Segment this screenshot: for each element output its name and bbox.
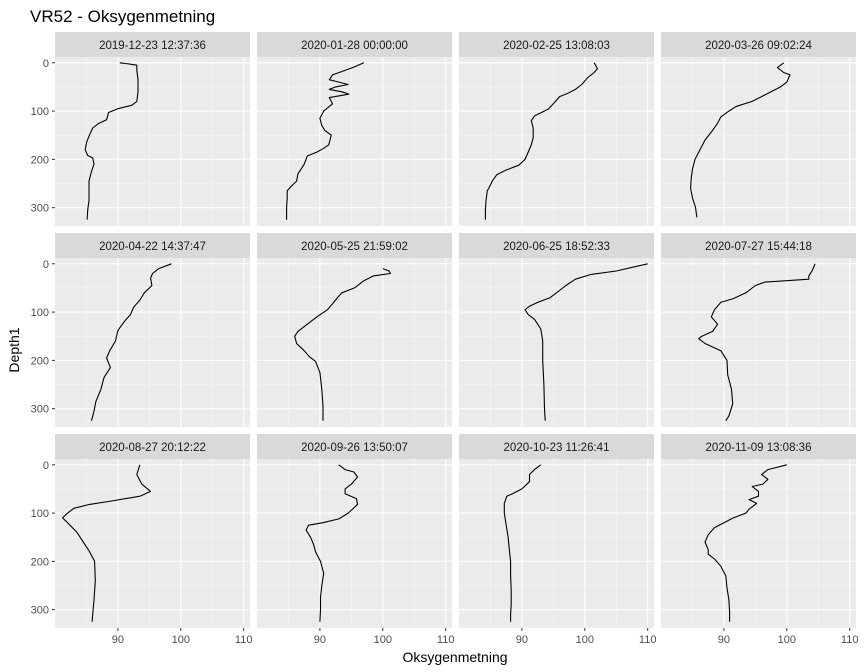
facet-strip-label: 2020-05-25 21:59:02: [301, 241, 408, 253]
panel-background: [459, 258, 654, 427]
facet-strip: [661, 32, 856, 57]
facet-strip-label: 2020-01-28 00:00:00: [301, 40, 408, 52]
facet-panel: 2020-07-27 15:44:18: [661, 233, 856, 427]
y-tick-label: 200: [31, 154, 49, 166]
facet-panel: 2020-11-09 13:08:36 90 100 110: [661, 434, 858, 646]
y-tick-label: 300: [31, 404, 49, 416]
x-tick-label: 100: [374, 634, 392, 646]
profile-line: [503, 464, 542, 622]
profile-line: [524, 263, 648, 421]
x-tick-label: 110: [639, 634, 657, 646]
x-tick-label: 90: [314, 634, 326, 646]
facet-strip: [55, 434, 250, 459]
profile-line: [305, 464, 359, 622]
facet-panel: 2020-09-26 13:50:07 90 100 110: [257, 434, 454, 646]
facet-strip: [55, 32, 250, 57]
y-tick-label: 300: [31, 203, 49, 215]
panel-background: [257, 459, 452, 628]
panel-background: [661, 459, 856, 628]
panel-background: [459, 459, 654, 628]
x-tick-label: 110: [841, 634, 859, 646]
facet-strip: [55, 233, 250, 258]
facet-strip-label: 2020-10-23 11:26:41: [504, 442, 610, 454]
y-tick-label: 200: [31, 355, 49, 367]
facet-strip-label: 2020-03-26 09:02:24: [705, 40, 812, 52]
panel-background: [661, 57, 856, 226]
profile-line: [704, 464, 787, 622]
x-tick-label: 90: [718, 634, 730, 646]
panel-background: [55, 459, 250, 628]
facet-strip: [459, 434, 654, 459]
y-tick-label: 0: [43, 58, 49, 70]
x-axis-title: Oksygenmetning: [402, 649, 507, 665]
panels: 2019-12-23 12:37:36 0 100 200 300 2020-01-28 …: [31, 32, 858, 646]
facet-strip-label: 2020-09-26 13:50:07: [301, 442, 408, 454]
panel-background: [55, 258, 250, 427]
panel-background: [257, 258, 452, 427]
facet-panel: 2020-03-26 09:02:24: [661, 32, 856, 226]
profile-line: [698, 263, 816, 421]
y-tick-label: 0: [43, 460, 49, 472]
panel-background: [257, 57, 452, 226]
facet-strip-label: 2019-12-23 12:37:36: [99, 40, 206, 52]
facet-strip-label: 2020-02-25 13:08:03: [503, 40, 610, 52]
facet-strip: [459, 32, 654, 57]
facet-panel: 2020-10-23 11:26:41 90 100 110: [459, 434, 656, 646]
y-tick-label: 100: [31, 508, 49, 520]
y-tick-label: 100: [31, 106, 49, 118]
y-tick-label: 300: [31, 605, 49, 617]
profile-line: [294, 268, 391, 421]
facet-strip: [661, 434, 856, 459]
profile-line: [286, 62, 365, 220]
x-tick-label: 90: [112, 634, 124, 646]
x-tick-label: 110: [437, 634, 455, 646]
x-tick-label: 100: [576, 634, 594, 646]
profile-line: [90, 263, 172, 421]
y-tick-label: 200: [31, 556, 49, 568]
facet-panel: 2020-06-25 18:52:33: [459, 233, 654, 427]
facet-panel: 2020-02-25 13:08:03: [459, 32, 654, 226]
panel-background: [55, 57, 250, 226]
facet-strip: [257, 233, 452, 258]
x-tick-label: 90: [516, 634, 528, 646]
facet-strip: [459, 233, 654, 258]
x-tick-label: 100: [172, 634, 190, 646]
panel-background: [661, 258, 856, 427]
panel-background: [459, 57, 654, 226]
facet-panel: 2020-05-25 21:59:02: [257, 233, 452, 427]
facet-strip-label: 2020-11-09 13:08:36: [706, 442, 812, 454]
facet-strip-label: 2020-06-25 18:52:33: [503, 241, 610, 253]
facet-strip-label: 2020-08-27 20:12:22: [99, 442, 206, 454]
x-tick-label: 100: [778, 634, 796, 646]
profile-line: [690, 62, 791, 218]
profile-line: [84, 62, 139, 220]
profile-line: [484, 62, 598, 220]
y-axis-title: Depth1: [6, 327, 22, 372]
facet-panel: 2020-01-28 00:00:00: [257, 32, 452, 226]
facet-strip-label: 2020-04-22 14:37:47: [99, 241, 206, 253]
x-tick-label: 110: [235, 634, 253, 646]
chart-title: VR52 - Oksygenmetning: [30, 7, 215, 26]
facet-panel: 2020-04-22 14:37:47 0 100 200 300: [31, 233, 250, 427]
y-tick-label: 100: [31, 307, 49, 319]
facet-strip: [257, 32, 452, 57]
facet-strip: [257, 434, 452, 459]
facet-panel: 2020-08-27 20:12:22 0 100 200 300 90 100 110: [31, 434, 253, 646]
facet-panel: 2019-12-23 12:37:36 0 100 200 300: [31, 32, 250, 226]
profile-line: [61, 464, 152, 622]
facet-strip-label: 2020-07-27 15:44:18: [705, 241, 812, 253]
facet-strip: [661, 233, 856, 258]
y-tick-label: 0: [43, 259, 49, 271]
